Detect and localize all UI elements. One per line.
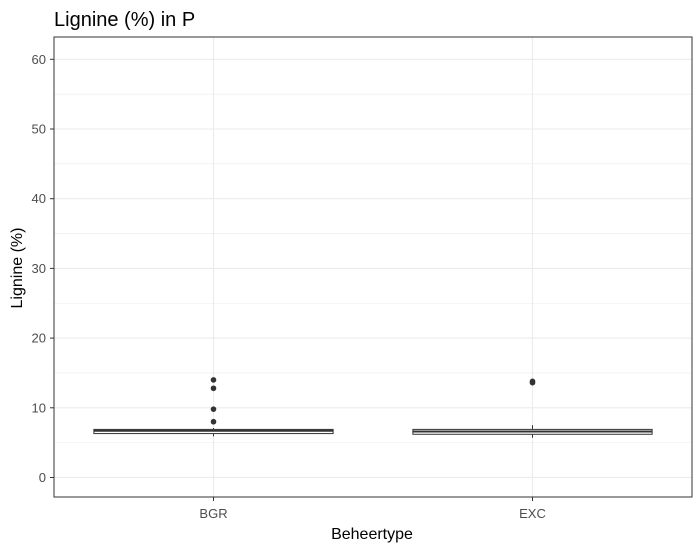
box-layer (93, 377, 653, 438)
x-axis-title: Beheertype (331, 526, 413, 543)
chart-title: Lignine (%) in P (54, 9, 195, 31)
outlier-point (210, 418, 217, 425)
outlier-point (210, 406, 217, 412)
y-axis-title: Lignine (%) (9, 228, 26, 309)
y-tick-label: 40 (32, 191, 46, 206)
outlier-point (529, 378, 536, 385)
outlier-point (210, 385, 217, 392)
x-tick-label: BGR (199, 506, 227, 521)
y-tick-label: 60 (32, 52, 46, 67)
y-tick-label: 10 (32, 400, 46, 415)
y-tick-label: 30 (32, 261, 46, 276)
x-tick-label: EXC (519, 506, 546, 521)
y-tick-label: 20 (32, 331, 46, 346)
y-tick-label: 0 (39, 470, 46, 485)
outlier-point (210, 377, 217, 383)
grid-layer (54, 37, 692, 497)
tick-layer: 0 10 20 30 40 50 60 BGR EXC (32, 52, 546, 521)
panel-border (53, 36, 693, 498)
y-tick-label: 50 (32, 122, 46, 137)
